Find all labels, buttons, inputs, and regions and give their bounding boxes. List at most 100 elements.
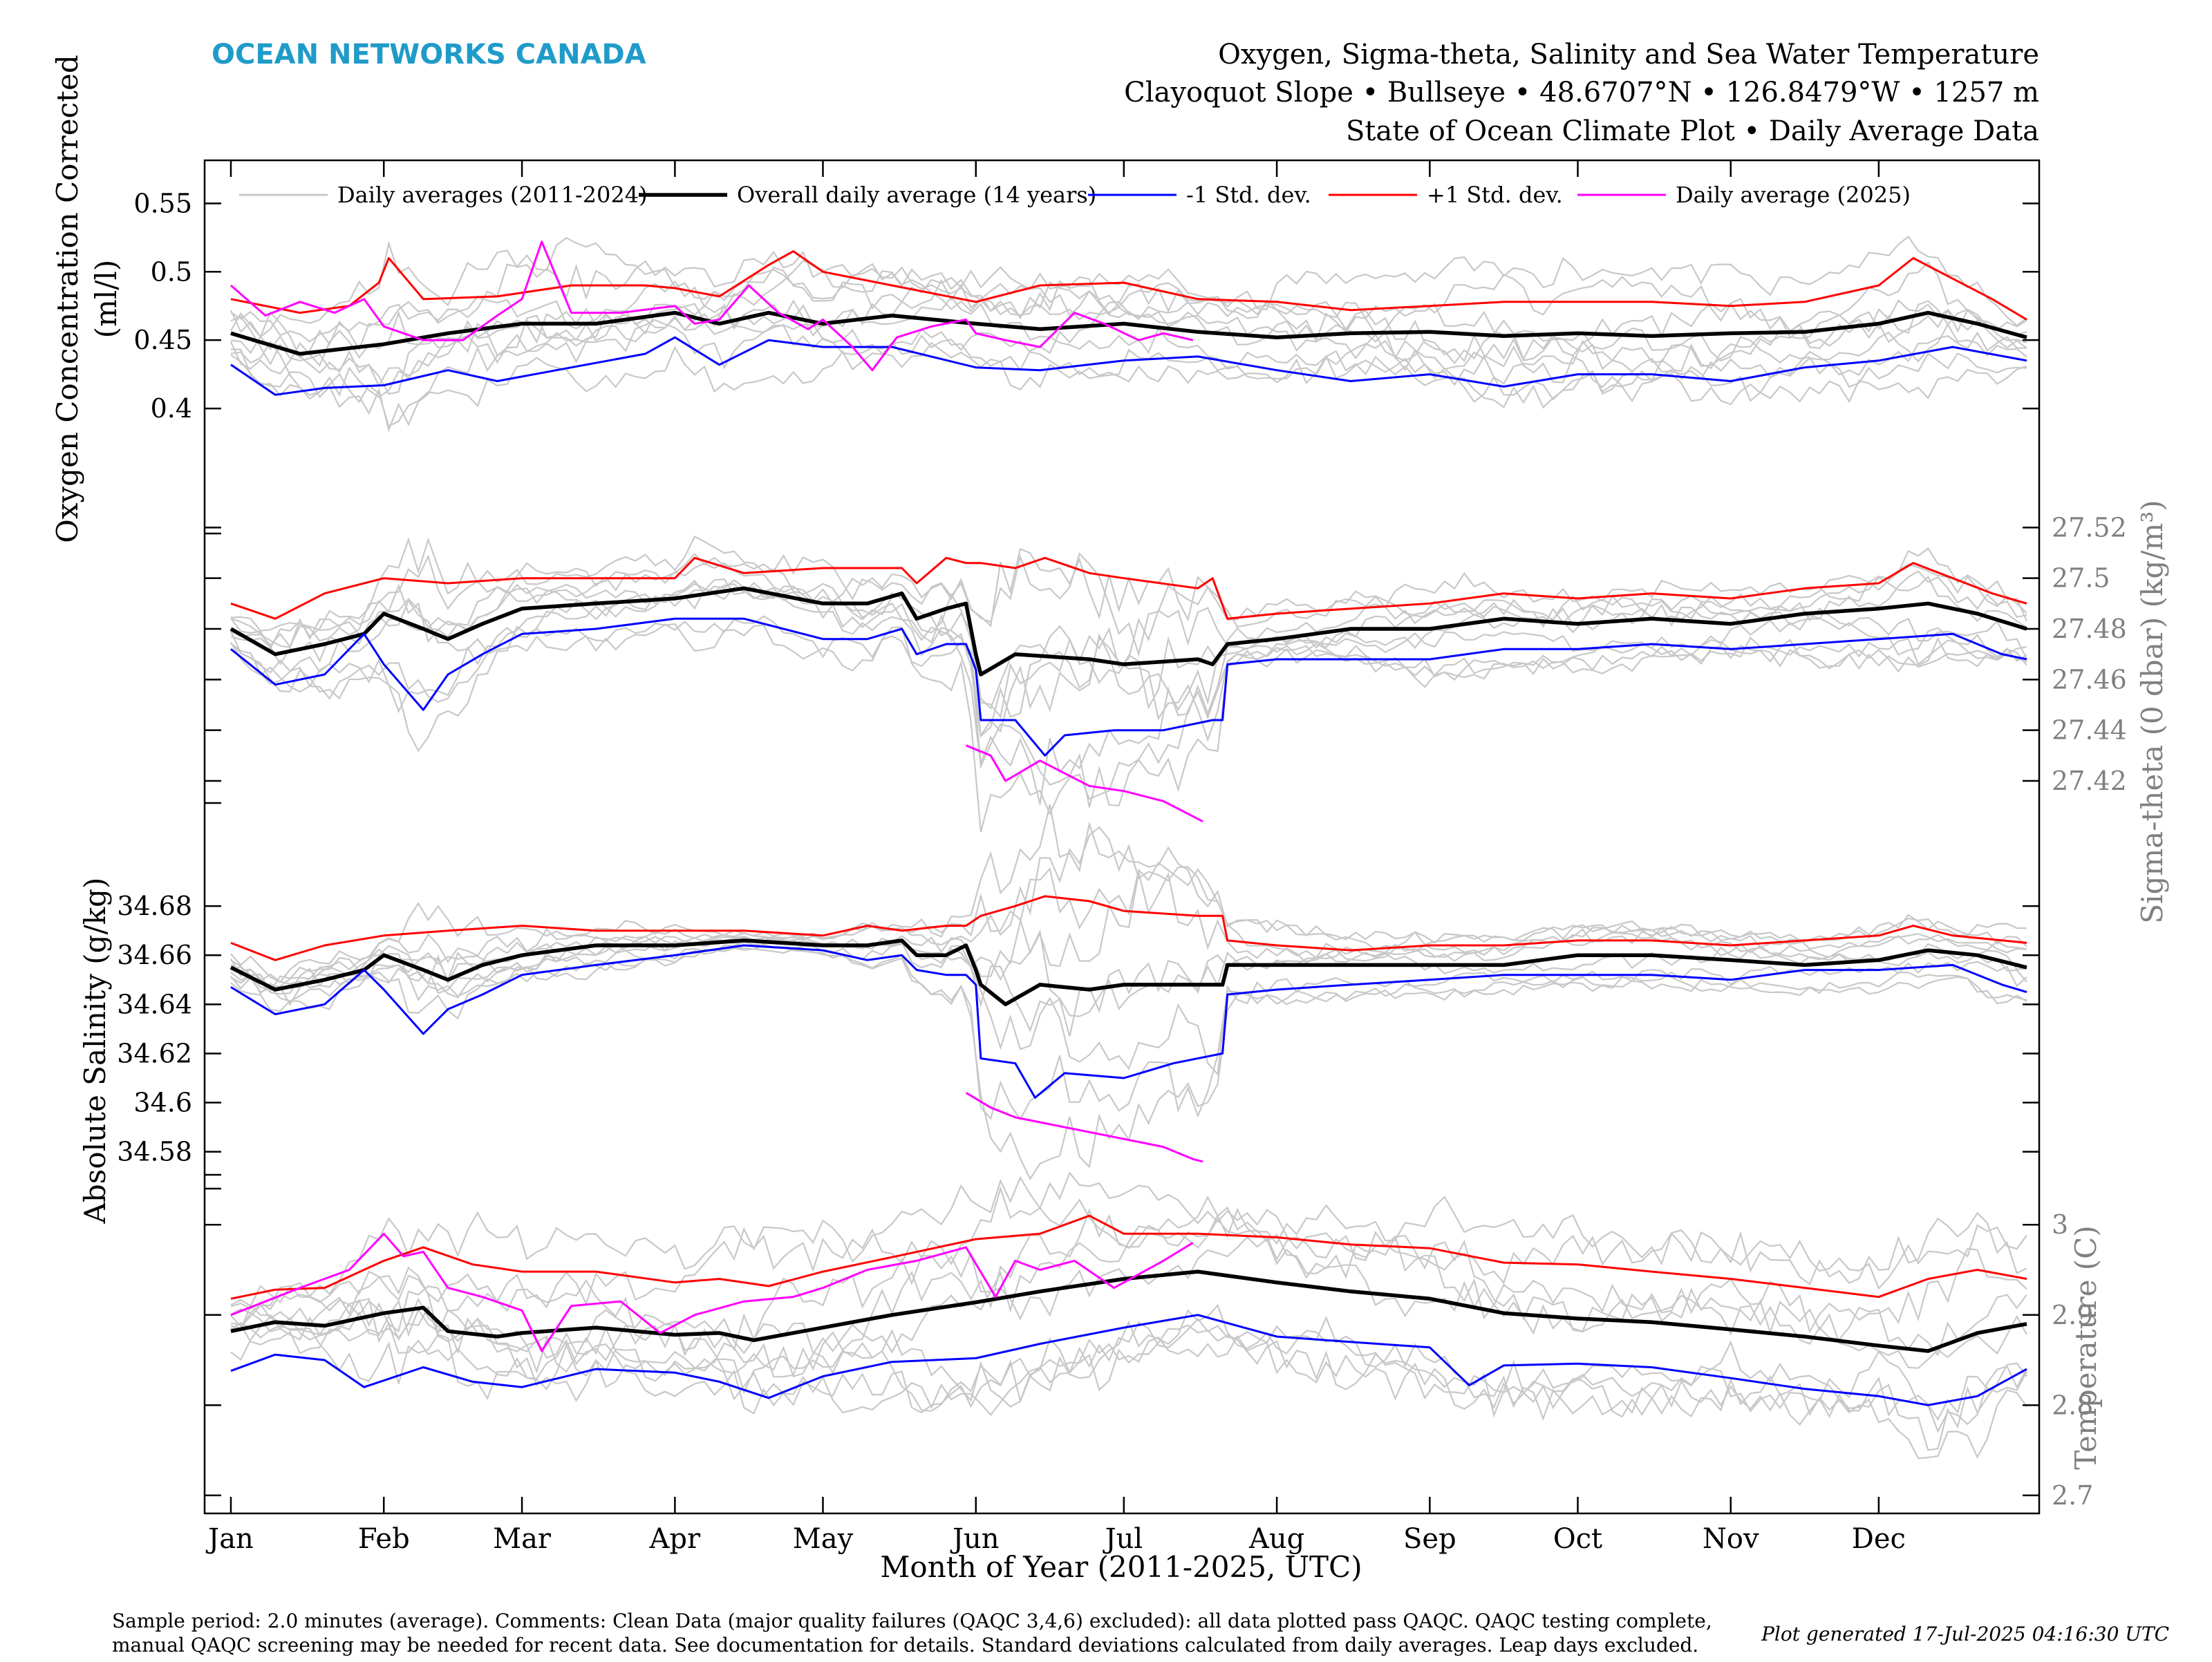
y-axis-label-oxygen: Oxygen Concentration Corrected bbox=[50, 55, 84, 542]
footer-note-line1: Sample period: 2.0 minutes (average). Co… bbox=[112, 1609, 1712, 1632]
historical-trace bbox=[229, 266, 2027, 380]
historical-trace bbox=[230, 296, 2027, 433]
historical-daily-averages-traces bbox=[229, 235, 2028, 1460]
x-tick-label: Jul bbox=[1103, 1523, 1143, 1555]
brand-logo-text: OCEAN NETWORKS CANADA bbox=[212, 39, 646, 70]
historical-trace bbox=[230, 308, 2027, 403]
historical-trace bbox=[230, 303, 2027, 388]
y-tick-label-salinity: 34.58 bbox=[117, 1137, 192, 1167]
historical-trace bbox=[230, 235, 2027, 359]
x-tick-label: Dec bbox=[1852, 1523, 1906, 1555]
legend: Daily averages (2011-2024) Overall daily … bbox=[239, 182, 1911, 208]
footer-note-line2: manual QAQC screening may be needed for … bbox=[112, 1634, 1698, 1656]
series-line-salinity-overall-daily-average-14-years bbox=[229, 938, 2027, 1007]
historical-trace bbox=[230, 1266, 2027, 1426]
historical-trace bbox=[230, 323, 2027, 428]
series-line-oxygen-daily-average-2025 bbox=[230, 240, 1194, 372]
y-tick-label-salinity: 34.6 bbox=[133, 1088, 192, 1118]
x-axis-label: Month of Year (2011-2025, UTC) bbox=[880, 1550, 1362, 1584]
historical-trace bbox=[229, 563, 2027, 833]
series-line-oxygen-overall-daily-average-14-years bbox=[230, 310, 2027, 356]
series-line-sigma-theta-1-std-dev bbox=[230, 617, 2027, 757]
chart-title-line2: Clayoquot Slope • Bullseye • 48.6707°N •… bbox=[1124, 77, 2039, 108]
y-axis-label-sigma-theta: Sigma-theta (0 dbar) (kg/m³) bbox=[2135, 500, 2169, 923]
series-line-sigma-theta-daily-average-2025 bbox=[965, 744, 1203, 823]
y-tick-label-sigma-theta: 27.5 bbox=[2052, 563, 2110, 594]
historical-trace bbox=[230, 1298, 2027, 1434]
legend-label: Overall daily average (14 years) bbox=[737, 182, 1096, 208]
plot-frame bbox=[203, 159, 2041, 1515]
x-tick-label: Oct bbox=[1553, 1523, 1602, 1555]
series-line-temperature-overall-daily-average-14-years bbox=[230, 1269, 2027, 1353]
historical-trace bbox=[230, 583, 2027, 738]
x-tick-label: Mar bbox=[493, 1523, 552, 1555]
y-tick-label-salinity: 34.68 bbox=[117, 891, 192, 921]
legend-label: Daily averages (2011-2024) bbox=[337, 182, 648, 208]
legend-label: Daily average (2025) bbox=[1676, 182, 1911, 208]
x-tick-label: Aug bbox=[1248, 1523, 1304, 1555]
historical-trace bbox=[230, 547, 2028, 714]
series-line-sigma-theta-overall-daily-average-14-years bbox=[229, 586, 2027, 677]
historical-trace bbox=[230, 826, 2027, 983]
series-line-temperature-1-std-dev bbox=[230, 1314, 2027, 1406]
historical-trace bbox=[230, 871, 2027, 993]
historical-trace bbox=[230, 623, 2027, 753]
y-tick-label-oxygen: 0.4 bbox=[151, 393, 192, 424]
x-tick-label: Sep bbox=[1403, 1523, 1456, 1555]
y-axis-label-oxygen-unit: (ml/l) bbox=[89, 260, 123, 339]
y-tick-label-oxygen: 0.55 bbox=[133, 188, 192, 218]
y-tick-label-oxygen: 0.5 bbox=[151, 256, 192, 287]
chart-title-line3: State of Ocean Climate Plot • Daily Aver… bbox=[1346, 115, 2039, 147]
historical-trace bbox=[230, 1208, 2027, 1354]
chart-title-line1: Oxygen, Sigma-theta, Salinity and Sea Wa… bbox=[1218, 39, 2039, 70]
y-tick-label-sigma-theta: 27.48 bbox=[2052, 614, 2127, 644]
x-tick-label: Nov bbox=[1703, 1523, 1759, 1555]
y-tick-label-sigma-theta: 27.42 bbox=[2052, 766, 2127, 796]
historical-trace bbox=[230, 1208, 2027, 1378]
series-line-oxygen-1-std-dev bbox=[230, 336, 2027, 396]
y-tick-label-salinity: 34.64 bbox=[117, 989, 192, 1019]
x-tick-label: Jun bbox=[950, 1523, 1000, 1555]
y-axis-label-temperature: Temperature (C) bbox=[2069, 1225, 2103, 1469]
historical-trace bbox=[230, 1305, 2027, 1460]
y-axis-label-salinity: Absolute Salinity (g/kg) bbox=[78, 878, 112, 1225]
y-tick-label-sigma-theta: 27.52 bbox=[2052, 512, 2127, 542]
historical-trace bbox=[230, 944, 2027, 1181]
x-tick-label: May bbox=[793, 1523, 854, 1555]
y-tick-label-oxygen: 0.45 bbox=[133, 325, 192, 355]
historical-trace bbox=[230, 938, 2027, 1076]
series-line-salinity-1-std-dev bbox=[230, 895, 2027, 961]
historical-trace bbox=[230, 947, 2027, 1121]
series-line-temperature-1-std-dev bbox=[230, 1214, 2027, 1300]
series-line-sigma-theta-1-std-dev bbox=[230, 556, 2027, 620]
series-line-oxygen-1-std-dev bbox=[230, 250, 2027, 321]
y-tick-label-temperature: 2.7 bbox=[2052, 1480, 2093, 1511]
series-line-salinity-daily-average-2025 bbox=[965, 1092, 1203, 1163]
y-tick-label-temperature: 2.9 bbox=[2052, 1300, 2093, 1330]
y-tick-label-temperature: 2.8 bbox=[2052, 1390, 2093, 1420]
historical-trace bbox=[230, 861, 2027, 995]
historical-trace bbox=[230, 804, 2027, 995]
y-tick-label-temperature: 3 bbox=[2052, 1209, 2068, 1240]
series-line-temperature-daily-average-2025 bbox=[230, 1232, 1194, 1352]
historical-trace bbox=[230, 535, 2027, 805]
y-tick-label-salinity: 34.62 bbox=[117, 1038, 192, 1068]
y-tick-label-sigma-theta: 27.46 bbox=[2052, 664, 2127, 695]
axes-layer: 0.4 0.45 0.5 0.55 Oxygen Concentration Corre… bbox=[50, 55, 2169, 1555]
plot-generated-timestamp: Plot generated 17-Jul-2025 04:16:30 UTC bbox=[1761, 1623, 2169, 1645]
x-tick-label: Feb bbox=[358, 1523, 410, 1555]
historical-trace bbox=[230, 1171, 2027, 1369]
y-tick-label-sigma-theta: 27.44 bbox=[2052, 715, 2127, 746]
historical-trace bbox=[230, 902, 2027, 1017]
series-line-salinity-1-std-dev bbox=[230, 944, 2027, 1099]
legend-label: -1 Std. dev. bbox=[1186, 182, 1311, 208]
x-tick-label: Apr bbox=[649, 1523, 701, 1555]
historical-trace bbox=[230, 236, 2027, 370]
x-tick-label: Jan bbox=[205, 1523, 254, 1555]
y-tick-label-salinity: 34.66 bbox=[117, 940, 192, 970]
historical-trace bbox=[230, 1186, 2027, 1307]
legend-label: +1 Std. dev. bbox=[1427, 182, 1563, 208]
series-layer bbox=[229, 240, 2027, 1406]
historical-trace bbox=[230, 562, 2027, 742]
